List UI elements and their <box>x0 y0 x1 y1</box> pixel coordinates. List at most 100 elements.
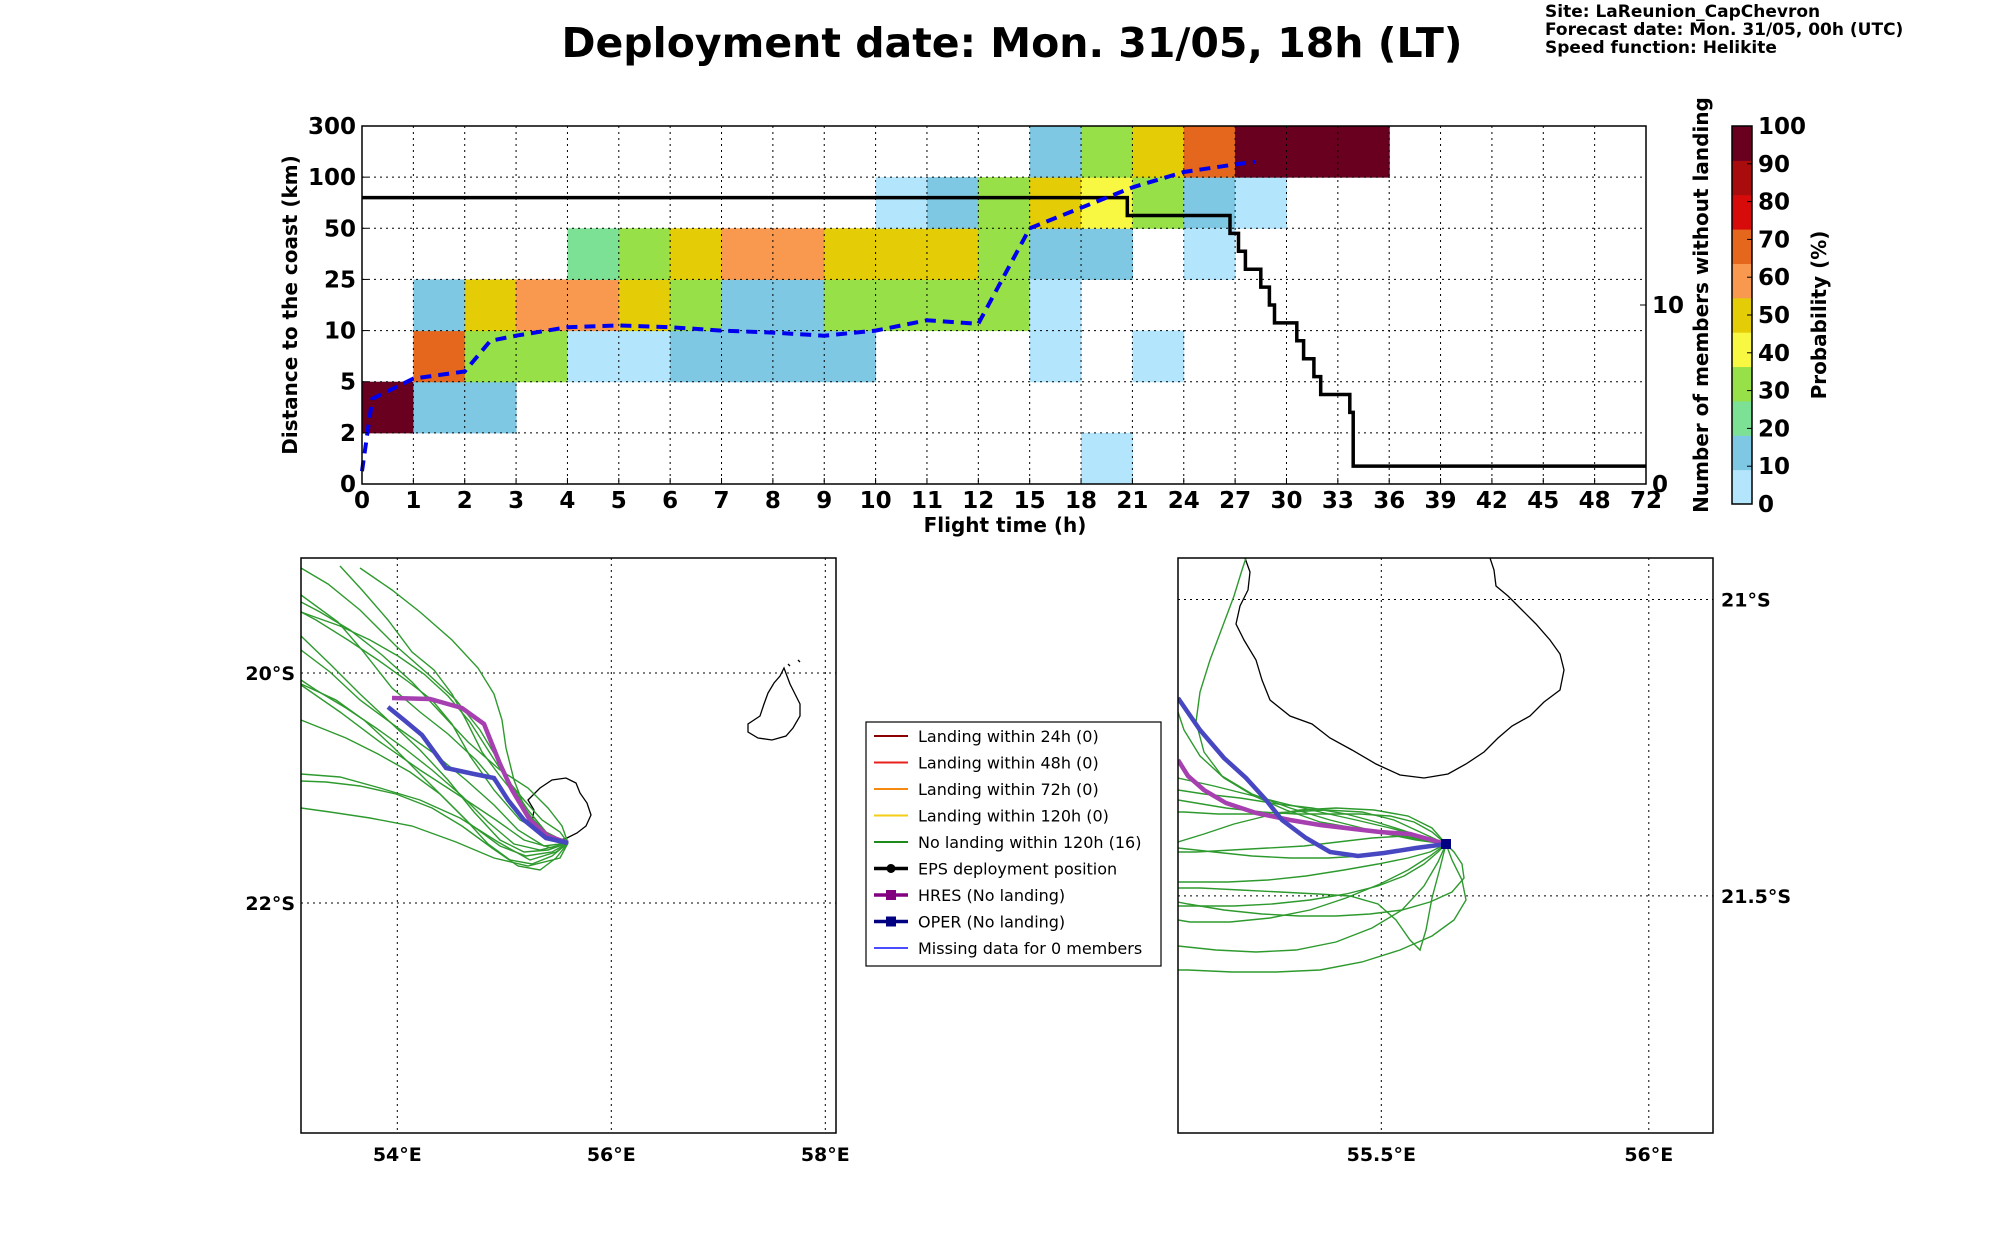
legend-item: Missing data for 0 members <box>874 939 1142 958</box>
heatmap-cell <box>567 330 620 383</box>
heatmap-cell <box>618 228 671 280</box>
heatmap-cell <box>926 177 979 229</box>
x-tick-label: 18 <box>1065 488 1097 514</box>
figure-title: Deployment date: Mon. 31/05, 18h (LT) <box>561 19 1462 67</box>
x-tick-label: 3 <box>508 488 524 514</box>
ensemble-track <box>301 611 569 844</box>
zoom-map: 55.5°E 56°E 21°S 21.5°S <box>1177 557 1791 1166</box>
heatmap-cell <box>875 279 928 332</box>
heatmap-cell <box>926 228 979 280</box>
y-tick-label: 300 <box>308 114 356 140</box>
legend-label: Landing within 72h (0) <box>918 780 1099 799</box>
colorbar-tick-label: 20 <box>1758 416 1790 442</box>
heatmap-cell <box>772 330 825 383</box>
zoom-ensemble-tracks <box>1178 558 1467 973</box>
colorbar-tick-label: 60 <box>1758 265 1790 291</box>
ensemble-track <box>1178 843 1447 953</box>
zoom-map-ticks: 55.5°E 56°E 21°S 21.5°S <box>1347 589 1791 1166</box>
heatmap-cell <box>1029 330 1082 383</box>
heatmap-cell <box>1183 228 1236 280</box>
colorbar-swatch <box>1732 263 1752 299</box>
heatmap-cell <box>824 279 877 332</box>
heatmap-x-ticks: 0 1 2 3 4 5 6 7 8 9 10 11 12 15 18 21 24 27 30 33 36 39 42 45 48… <box>354 478 1662 514</box>
x-tick-label: 6 <box>662 488 678 514</box>
colorbar-swatch <box>1732 332 1752 368</box>
ensemble-track <box>1178 843 1447 952</box>
ensemble-track <box>1178 843 1447 923</box>
oper-zoom-track <box>1178 696 1447 859</box>
colorbar-tick-label: 100 <box>1758 114 1806 140</box>
ensemble-track <box>301 807 569 867</box>
heatmap-ylabel: Distance to the coast (km) <box>278 155 302 455</box>
heatmap-cell <box>618 330 671 383</box>
ensemble-track <box>1178 843 1447 883</box>
heatmap-cell <box>516 279 568 332</box>
ensemble-track <box>301 684 569 849</box>
legend-item: Landing within 120h (0) <box>874 807 1109 826</box>
reunion-zoom-coastline <box>1235 558 1565 779</box>
x-tick-label: 36 <box>1373 488 1405 514</box>
x-tick-label: 30 <box>1270 488 1302 514</box>
oper-marker <box>1441 839 1451 849</box>
colorbar-swatch <box>1732 435 1752 471</box>
regional-map-ticks: 54°E 56°E 58°E 20°S 22°S <box>245 663 849 1166</box>
y-tick-label: 5 <box>340 370 356 396</box>
heatmap-cell <box>1029 279 1082 332</box>
heatmap-cell <box>875 228 928 280</box>
mauritius-coastline <box>747 659 801 741</box>
map-lat-label: 22°S <box>245 893 295 915</box>
x-tick-label: 45 <box>1527 488 1559 514</box>
ensemble-track <box>301 780 569 871</box>
y-tick-label: 0 <box>340 472 356 498</box>
ensemble-track <box>1178 843 1465 917</box>
heatmap-cell <box>824 228 877 280</box>
legend-label: OPER (No landing) <box>918 913 1065 932</box>
legend-label: Landing within 24h (0) <box>918 727 1099 746</box>
ensemble-track <box>1178 843 1447 907</box>
x-tick-label: 7 <box>714 488 730 514</box>
heatmap-cell <box>464 279 517 332</box>
legend-label: Landing within 48h (0) <box>918 754 1099 773</box>
heatmap-cell <box>413 381 466 434</box>
y2-tick-label: 10 <box>1652 293 1684 319</box>
colorbar-tick-label: 40 <box>1758 341 1790 367</box>
heatmap-cell <box>464 381 517 434</box>
x-tick-label: 72 <box>1630 488 1662 514</box>
x-tick-label: 5 <box>611 488 627 514</box>
forecast-info: Forecast date: Mon. 31/05, 00h (UTC) <box>1545 20 1903 40</box>
heatmap-cell <box>670 228 723 280</box>
legend-label: No landing within 120h (16) <box>918 833 1141 852</box>
x-tick-label: 11 <box>911 488 943 514</box>
x-tick-label: 10 <box>860 488 892 514</box>
colorbar-tick-label: 70 <box>1758 227 1790 253</box>
members-without-landing-line <box>362 195 1646 468</box>
x-tick-label: 21 <box>1116 488 1148 514</box>
heatmap-cell <box>721 228 774 280</box>
heatmap-cell <box>1235 126 1287 178</box>
heatmap-cell <box>978 228 1031 280</box>
oper-track <box>386 705 569 846</box>
heatmap-cell <box>413 279 466 332</box>
ensemble-track <box>301 635 569 853</box>
x-tick-label: 12 <box>962 488 994 514</box>
heatmap-xlabel: Flight time (h) <box>924 513 1087 537</box>
speed-info: Speed function: Helikite <box>1545 38 1777 58</box>
colorbar-tick-label: 90 <box>1758 152 1790 178</box>
regional-map-grid <box>301 558 836 1133</box>
colorbar-swatch <box>1732 297 1752 333</box>
legend-box <box>865 721 1162 967</box>
legend-item: No landing within 120h (16) <box>874 833 1141 852</box>
y2-tick-label: 0 <box>1652 472 1668 498</box>
heatmap-cell <box>772 228 825 280</box>
heatmap-cell <box>567 228 620 280</box>
heatmap-grid <box>362 126 1646 484</box>
heatmap-cell <box>1337 126 1390 178</box>
legend-item: Landing within 48h (0) <box>874 754 1099 773</box>
colorbar-label: Probability (%) <box>1807 231 1831 400</box>
colorbar: 0 10 20 30 40 50 60 70 80 90 100 Probability (%) <box>1731 114 1831 518</box>
ensemble-track <box>339 565 569 844</box>
colorbar-tick-label: 0 <box>1758 492 1774 518</box>
legend-marker <box>886 864 896 873</box>
map-lon-label: 58°E <box>801 1144 850 1166</box>
